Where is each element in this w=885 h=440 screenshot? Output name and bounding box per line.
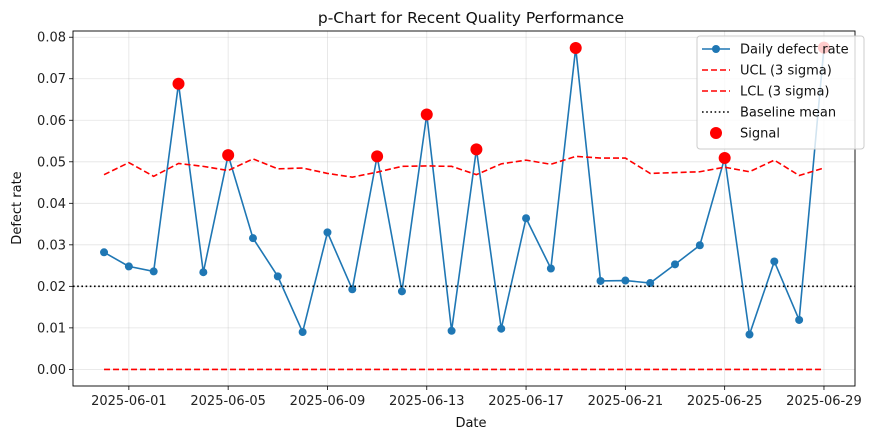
y-axis-title: Defect rate	[10, 171, 25, 244]
ucl-line	[103, 155, 825, 178]
y-tick-label: 0.03	[37, 238, 66, 253]
y-tick-label: 0.06	[37, 114, 66, 129]
daily-defect-rate-point	[546, 264, 555, 273]
x-tick-label: 2025-06-21	[588, 394, 664, 409]
x-tick-label: 2025-06-01	[91, 394, 167, 409]
y-tick-label: 0.01	[37, 321, 66, 336]
y-axis: 0.00 0.01 0.02 0.03 0.04 0.05 0.06 0.07 0.08	[37, 31, 73, 378]
daily-defect-rate-point	[621, 276, 630, 285]
daily-defect-rate-point	[100, 248, 109, 257]
signal-point	[569, 42, 582, 55]
y-tick-label: 0.08	[37, 31, 66, 46]
signal-point	[371, 150, 384, 163]
daily-defect-rate-point	[323, 228, 332, 237]
plot-frame	[72, 30, 856, 387]
legend-label-baseline-mean: Baseline mean	[740, 106, 836, 121]
signal-point	[470, 143, 483, 156]
legend-box	[696, 35, 865, 150]
chart-title: p-Chart for Recent Quality Performance	[318, 9, 624, 27]
x-tick-label: 2025-06-25	[687, 394, 763, 409]
daily-defect-rate-point	[199, 268, 208, 277]
daily-defect-rate-point	[447, 326, 456, 335]
signal-point	[172, 77, 185, 90]
x-tick-label: 2025-06-13	[389, 394, 465, 409]
daily-defect-rate-point	[348, 285, 357, 294]
daily-defect-rate-point	[497, 324, 506, 333]
x-axis: 2025-06-01 2025-06-05 2025-06-09 2025-06-13…	[91, 386, 862, 409]
daily-defect-rate-point	[149, 267, 158, 276]
y-tick-label: 0.00	[37, 363, 66, 378]
daily-defect-rate-point	[745, 330, 754, 339]
daily-defect-rate-point	[695, 241, 704, 250]
daily-defect-rate-line	[103, 47, 825, 335]
daily-defect-rate-point	[646, 279, 655, 288]
x-tick-label: 2025-06-09	[290, 394, 366, 409]
y-tick-label: 0.02	[37, 280, 66, 295]
daily-defect-rate-point	[124, 262, 133, 271]
daily-defect-rate-point	[397, 287, 406, 296]
daily-defect-rate-point	[770, 257, 779, 266]
legend-marker-daily-defect-rate	[712, 45, 720, 53]
x-tick-label: 2025-06-17	[488, 394, 564, 409]
daily-defect-rate-point	[596, 276, 605, 285]
signal-point	[420, 108, 433, 121]
legend-label-daily-defect-rate: Daily defect rate	[740, 43, 849, 58]
legend-label-signal: Signal	[740, 127, 780, 142]
signal-point	[718, 152, 731, 165]
x-axis-title: Date	[455, 416, 486, 431]
daily-defect-rate-point	[795, 315, 804, 324]
x-tick-label: 2025-06-05	[190, 394, 266, 409]
x-tick-label: 2025-06-29	[786, 394, 862, 409]
signal-point	[222, 149, 235, 162]
y-tick-label: 0.04	[37, 197, 66, 212]
legend-label-ucl-3-sigma: UCL (3 sigma)	[740, 64, 832, 79]
daily-defect-rate-point	[522, 214, 531, 223]
daily-defect-rate-point	[248, 234, 257, 243]
y-tick-label: 0.07	[37, 72, 66, 87]
daily-defect-rate-point	[298, 328, 307, 337]
legend: Daily defect rate UCL (3 sigma) LCL (3 sig…	[696, 35, 865, 150]
daily-defect-rate-point	[273, 272, 282, 281]
legend-swatch-signal	[710, 127, 722, 139]
legend-label-lcl-3-sigma: LCL (3 sigma)	[740, 85, 830, 100]
y-tick-label: 0.05	[37, 155, 66, 170]
daily-defect-rate-point	[671, 260, 680, 269]
